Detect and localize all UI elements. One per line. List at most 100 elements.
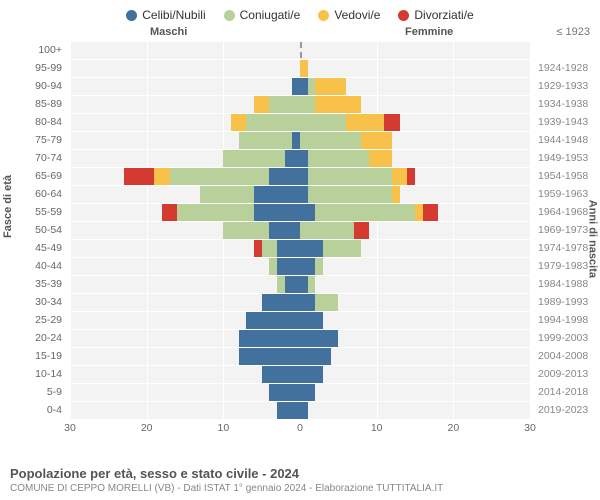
male-seg-1 (269, 258, 277, 275)
x-tick: 30 (64, 422, 76, 434)
female-seg-2 (315, 96, 361, 113)
female-seg-3 (384, 114, 399, 131)
y-right-tick: 1964-1968 (532, 206, 600, 218)
female-seg-1 (323, 240, 361, 257)
male-seg-1 (262, 240, 277, 257)
y-right-tick: 1939-1943 (532, 116, 600, 128)
male-seg-3 (124, 168, 155, 185)
y-right-tick: 1954-1958 (532, 170, 600, 182)
female-seg-0 (300, 150, 308, 167)
female-seg-2 (300, 60, 308, 77)
female-seg-1 (300, 96, 315, 113)
female-seg-1 (308, 78, 316, 95)
legend-swatch (224, 10, 235, 21)
y-right-tick: 1979-1983 (532, 260, 600, 272)
male-seg-1 (223, 150, 284, 167)
legend-label: Coniugati/e (240, 8, 301, 22)
female-seg-0 (300, 258, 315, 275)
female-seg-0 (300, 204, 315, 221)
y-left-tick: 45-49 (0, 242, 68, 254)
female-seg-1 (308, 276, 316, 293)
female-seg-0 (300, 186, 308, 203)
male-seg-0 (254, 186, 300, 203)
female-seg-1 (315, 204, 415, 221)
legend-label: Celibi/Nubili (142, 8, 205, 22)
y-left-tick: 100+ (0, 44, 68, 56)
pyramid-row (70, 204, 530, 222)
y-left-tick: 60-64 (0, 188, 68, 200)
female-header: Femmine (405, 26, 453, 38)
plot-area (70, 42, 530, 420)
y-left-tick: 75-79 (0, 134, 68, 146)
y-left-tick: 5-9 (0, 386, 68, 398)
y-left-tick: 85-89 (0, 98, 68, 110)
footer: Popolazione per età, sesso e stato civil… (10, 466, 443, 494)
y-left-tick: 65-69 (0, 170, 68, 182)
female-seg-2 (392, 168, 407, 185)
legend-item: Vedovi/e (318, 8, 380, 22)
female-seg-0 (300, 402, 308, 419)
y-right-tick: 1989-1993 (532, 296, 600, 308)
female-seg-3 (423, 204, 438, 221)
male-seg-0 (262, 366, 300, 383)
chart-area: Fasce di età Anni di nascita 30201001020… (0, 42, 600, 442)
male-seg-0 (292, 132, 300, 149)
female-seg-1 (300, 222, 354, 239)
pyramid-row (70, 330, 530, 348)
female-seg-0 (300, 294, 315, 311)
birth-top-label: ≤ 1923 (556, 26, 590, 38)
x-tick: 10 (371, 422, 383, 434)
male-seg-1 (200, 186, 254, 203)
y-left-tick: 70-74 (0, 152, 68, 164)
pyramid-row (70, 240, 530, 258)
female-seg-0 (300, 240, 323, 257)
male-header: Maschi (150, 26, 187, 38)
pyramid-row (70, 78, 530, 96)
female-seg-1 (300, 114, 346, 131)
y-right-tick: 1929-1933 (532, 80, 600, 92)
female-seg-3 (407, 168, 415, 185)
y-left-tick: 40-44 (0, 260, 68, 272)
legend-swatch (398, 10, 409, 21)
female-seg-2 (392, 186, 400, 203)
female-seg-2 (415, 204, 423, 221)
pyramid-row (70, 168, 530, 186)
male-seg-1 (277, 276, 285, 293)
female-seg-0 (300, 330, 338, 347)
male-seg-2 (231, 114, 246, 131)
y-left-tick: 35-39 (0, 278, 68, 290)
x-tick: 20 (141, 422, 153, 434)
pyramid-row (70, 294, 530, 312)
y-left-tick: 95-99 (0, 62, 68, 74)
y-right-tick: 2014-2018 (532, 386, 600, 398)
legend: Celibi/NubiliConiugati/eVedovi/eDivorzia… (0, 0, 600, 26)
y-right-tick: 1959-1963 (532, 188, 600, 200)
female-seg-2 (361, 132, 392, 149)
female-seg-0 (300, 312, 323, 329)
male-seg-1 (269, 96, 300, 113)
chart-title: Popolazione per età, sesso e stato civil… (10, 466, 443, 481)
x-tick: 20 (447, 422, 459, 434)
male-seg-2 (154, 168, 169, 185)
male-seg-0 (269, 384, 300, 401)
y-left-tick: 30-34 (0, 296, 68, 308)
female-seg-0 (300, 78, 308, 95)
female-seg-3 (354, 222, 369, 239)
pyramid-row (70, 312, 530, 330)
x-tick: 10 (217, 422, 229, 434)
y-left-tick: 90-94 (0, 80, 68, 92)
legend-item: Coniugati/e (224, 8, 301, 22)
female-seg-0 (300, 348, 331, 365)
x-tick: 0 (297, 422, 303, 434)
male-seg-2 (254, 96, 269, 113)
female-seg-1 (315, 294, 338, 311)
female-seg-0 (300, 384, 315, 401)
x-tick: 30 (524, 422, 536, 434)
pyramid-row (70, 42, 530, 60)
y-left-tick: 10-14 (0, 368, 68, 380)
female-seg-1 (308, 168, 392, 185)
y-right-tick: 1984-1988 (532, 278, 600, 290)
legend-swatch (126, 10, 137, 21)
y-right-tick: 2019-2023 (532, 404, 600, 416)
female-seg-2 (315, 78, 346, 95)
